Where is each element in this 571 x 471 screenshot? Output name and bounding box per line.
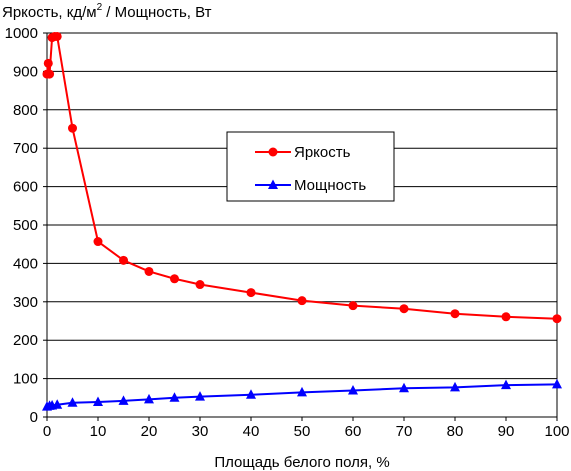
data-point-0-18: [552, 314, 562, 324]
data-point-1-16: [552, 378, 562, 389]
data-point-1-6: [118, 395, 129, 405]
data-point-0-12: [246, 288, 256, 298]
data-point-0-8: [119, 255, 128, 265]
grid-lines: [47, 70, 557, 380]
data-point-1-3: [52, 399, 63, 409]
y-axis: 0 100 200 300 400 500 600 700 800 900 1000: [5, 25, 47, 426]
data-point-0-9: [144, 266, 154, 276]
data-point-0-13: [297, 296, 307, 306]
series-group: [42, 31, 562, 411]
x-tick-label: 60: [345, 423, 362, 440]
x-tick-label: 70: [396, 423, 413, 440]
x-tick-label: 40: [243, 423, 260, 440]
x-tick-label: 10: [90, 423, 107, 440]
data-point-1-10: [246, 389, 256, 399]
y-tick-label: 1000: [5, 25, 38, 42]
x-tick-label: 50: [294, 423, 311, 440]
y-axis-title-superscript: 2: [97, 2, 103, 13]
data-point-0-10: [170, 274, 179, 284]
y-tick-label: 800: [13, 102, 38, 119]
data-point-0-7: [93, 237, 103, 247]
x-axis: 0 10 20 30 40 50 60 70 80 90 100: [43, 417, 570, 440]
data-point-1-4: [67, 397, 78, 407]
legend-item-brightness: Яркость: [255, 144, 351, 161]
y-tick-label: 300: [13, 294, 38, 311]
series-0: [42, 31, 562, 324]
data-point-1-14: [450, 381, 460, 392]
data-point-0-5: [52, 31, 62, 41]
data-point-1-5: [93, 396, 103, 407]
data-point-1-11: [297, 386, 307, 397]
legend: Яркость Мощность: [226, 131, 395, 202]
series-1: [42, 378, 562, 411]
x-tick-label: 80: [447, 423, 464, 440]
x-tick-label: 20: [141, 423, 158, 440]
data-point-0-16: [450, 309, 460, 319]
y-axis-title: Яркость, кд/м2 / Мощность, Вт: [2, 2, 212, 21]
x-tick-label: 0: [43, 423, 51, 440]
y-tick-label: 200: [13, 332, 38, 349]
y-tick-label: 0: [30, 409, 38, 426]
data-point-0-14: [348, 301, 358, 311]
y-tick-label: 600: [13, 179, 38, 196]
data-point-1-13: [399, 382, 409, 393]
y-tick-label: 100: [13, 371, 38, 388]
legend-box: [226, 131, 395, 202]
data-point-1-7: [144, 393, 154, 404]
data-point-1-12: [348, 385, 358, 395]
legend-label-power: Мощность: [294, 177, 366, 194]
y-axis-title-suffix: / Мощность, Вт: [102, 4, 212, 21]
data-point-1-15: [501, 379, 511, 390]
x-tick-label: 100: [544, 423, 569, 440]
data-point-0-11: [195, 280, 205, 290]
legend-item-power: Мощность: [255, 177, 366, 194]
legend-marker-power: [268, 179, 278, 189]
x-axis-title: Площадь белого поля, %: [214, 454, 389, 471]
data-point-0-15: [399, 304, 409, 314]
y-tick-label: 400: [13, 255, 38, 272]
data-point-0-17: [501, 312, 511, 322]
legend-label-brightness: Яркость: [294, 144, 351, 161]
legend-marker-brightness: [268, 147, 278, 157]
x-tick-label: 30: [192, 423, 209, 440]
data-point-0-6: [68, 123, 77, 133]
data-point-0-2: [45, 69, 55, 79]
x-tick-label: 90: [498, 423, 515, 440]
data-point-0-1: [43, 58, 53, 68]
y-axis-title-prefix: Яркость, кд/м: [2, 4, 97, 21]
y-tick-label: 900: [13, 63, 38, 80]
y-tick-label: 500: [13, 217, 38, 234]
data-point-1-8: [169, 392, 180, 402]
data-point-1-9: [195, 391, 205, 401]
y-tick-label: 700: [13, 140, 38, 157]
